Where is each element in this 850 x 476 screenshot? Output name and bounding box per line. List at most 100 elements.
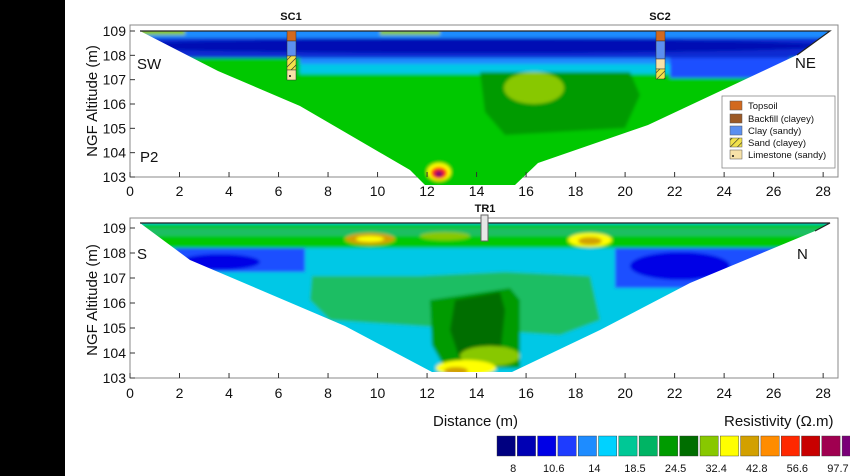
y-tick-label: 105	[103, 320, 127, 336]
colorbar-label: 10.6	[543, 463, 564, 475]
lithology-legend: Topsoil Backfill (clayey) Clay (sandy) S…	[721, 95, 836, 169]
colorbar-swatch	[781, 435, 800, 457]
orientation-right-top: NE	[795, 55, 816, 72]
x-tick-label: 4	[225, 385, 233, 401]
x-tick-label: 14	[469, 183, 485, 199]
colorbar-swatch	[496, 435, 516, 457]
y-tick-label: 104	[103, 145, 127, 161]
colorbar-swatch	[618, 435, 638, 457]
colorbar-swatch	[720, 435, 739, 457]
axes-top: 0 2 4 6 8 10 12 14 16 18 20 22 24 26 28109108107106105…	[103, 23, 832, 199]
colorbar-label: 42.8	[746, 463, 767, 475]
colorbar-title: Resistivity (Ω.m)	[724, 413, 834, 430]
colorbar-label: 97.7	[827, 463, 848, 475]
x-tick-label: 16	[518, 385, 534, 401]
colorbar-label: 56.6	[787, 463, 808, 475]
y-tick-label: 109	[103, 220, 127, 236]
legend-clay: Clay (sandy)	[748, 126, 801, 137]
colorbar-labels: 8 10.6 14 18.5 24.5 32.4 42.8 56.6 97.7	[510, 463, 849, 475]
legend-clay-swatch	[729, 125, 743, 136]
colorbar-swatch	[659, 435, 678, 457]
x-tick-label: 10	[370, 183, 386, 199]
y-tick-label: 107	[103, 270, 127, 286]
x-tick-label: 2	[176, 385, 184, 401]
y-axis-title-top: NGF Altitude (m)	[84, 45, 101, 157]
colorbar-swatch	[679, 435, 699, 457]
colorbar-swatch	[821, 435, 841, 457]
colorbar-swatch	[841, 435, 850, 457]
x-tick-label: 10	[370, 385, 386, 401]
y-tick-label: 107	[103, 72, 127, 88]
x-tick-label: 8	[324, 183, 332, 199]
orientation-left-bottom: S	[137, 246, 147, 263]
legend-backfill-swatch	[729, 113, 743, 124]
colorbar-swatch	[598, 435, 617, 457]
x-tick-label: 16	[518, 183, 534, 199]
x-axis-title: Distance (m)	[433, 413, 518, 430]
legend-sand-swatch	[729, 137, 743, 148]
colorbar-swatch	[760, 435, 780, 457]
legend-sand: Sand (clayey)	[748, 138, 806, 149]
x-tick-label: 0	[126, 385, 134, 401]
colorbar: Resistivity (Ω.m) 8 10.6 14 18.5 24.5 32.4 42.…	[496, 413, 850, 475]
x-tick-label: 2	[176, 183, 184, 199]
colorbar-swatch	[557, 435, 577, 457]
borehole-sc1-label: SC1	[280, 11, 301, 23]
x-tick-label: 18	[568, 385, 584, 401]
borehole-sc1: SC1	[280, 11, 302, 81]
ground-surface-top	[140, 30, 832, 56]
colorbar-swatches	[496, 435, 850, 457]
colorbar-label: 14	[588, 463, 600, 475]
x-tick-label: 24	[716, 183, 732, 199]
y-axis-title-bottom: NGF Altitude (m)	[84, 244, 101, 356]
x-tick-label: 22	[667, 183, 683, 199]
x-tick-label: 28	[815, 183, 831, 199]
orientation-right-bottom: N	[797, 246, 808, 263]
legend-topsoil-swatch	[729, 100, 743, 111]
y-tick-label: 106	[103, 295, 127, 311]
x-tick-label: 0	[126, 183, 134, 199]
colorbar-swatch	[801, 435, 820, 457]
legend-topsoil: Topsoil	[748, 101, 778, 112]
colorbar-swatch	[699, 435, 719, 457]
y-tick-label: 103	[103, 370, 127, 386]
x-tick-label: 28	[815, 385, 831, 401]
orientation-left-top: SW	[137, 56, 162, 73]
x-tick-label: 18	[568, 183, 584, 199]
x-tick-label: 14	[469, 385, 485, 401]
y-tick-label: 106	[103, 96, 127, 112]
y-tick-label: 108	[103, 245, 127, 261]
trench-tr1: TR1	[475, 203, 496, 242]
ground-surface-bottom	[140, 222, 831, 232]
x-tick-label: 24	[716, 385, 732, 401]
colorbar-label: 24.5	[665, 463, 686, 475]
axes-bottom: 0 2 4 6 8 10 12 14 16 18 20 22 24 26 28109108107106105…	[103, 220, 832, 401]
x-tick-label: 4	[225, 183, 233, 199]
x-tick-label: 8	[324, 385, 332, 401]
x-tick-label: 22	[667, 385, 683, 401]
colorbar-swatch	[638, 435, 658, 457]
x-tick-label: 6	[275, 385, 283, 401]
borehole-sc2: SC2	[649, 11, 671, 80]
trench-tr1-label: TR1	[475, 203, 496, 215]
x-tick-label: 26	[766, 385, 782, 401]
x-tick-label: 6	[275, 183, 283, 199]
borehole-sc2-label: SC2	[649, 11, 670, 23]
x-tick-label: 12	[419, 385, 435, 401]
y-tick-label: 109	[103, 23, 127, 39]
colorbar-swatch	[537, 435, 557, 457]
colorbar-swatch	[517, 435, 536, 457]
colorbar-label: 8	[510, 463, 516, 475]
y-tick-label: 103	[103, 169, 127, 185]
legend-backfill: Backfill (clayey)	[748, 114, 814, 125]
colorbar-swatch	[578, 435, 597, 457]
colorbar-label: 18.5	[624, 463, 645, 475]
x-tick-label: 20	[617, 385, 633, 401]
y-tick-label: 108	[103, 47, 127, 63]
profile-label: P2	[140, 149, 158, 166]
x-tick-label: 12	[419, 183, 435, 199]
y-tick-label: 104	[103, 345, 127, 361]
y-tick-label: 105	[103, 120, 127, 136]
